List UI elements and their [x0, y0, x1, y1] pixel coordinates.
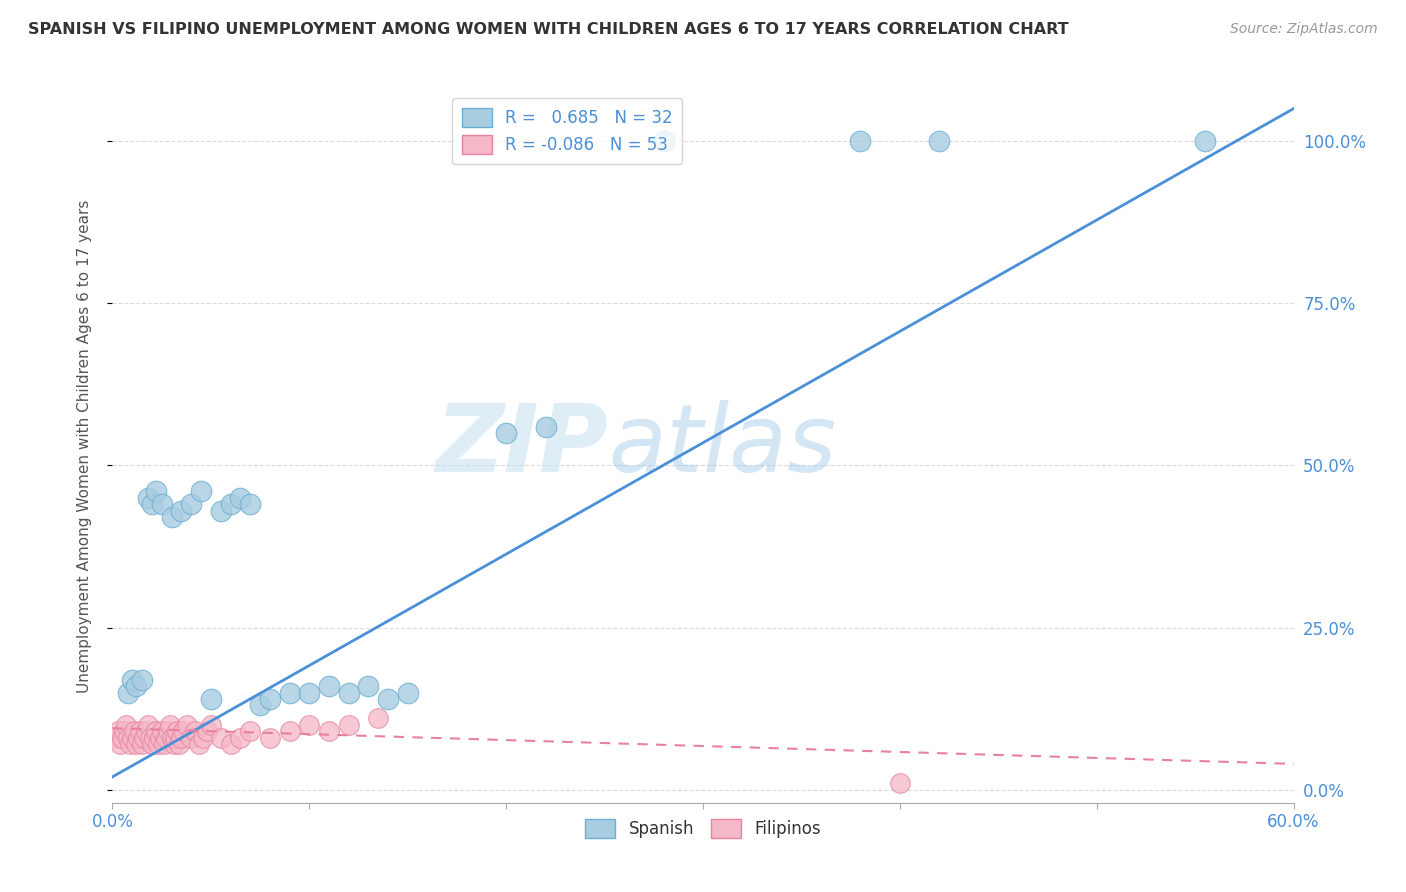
Point [132, 731, 155, 745]
Point [1194, 134, 1216, 148]
Text: Source: ZipAtlas.com: Source: ZipAtlas.com [1230, 22, 1378, 37]
Point [278, 685, 301, 699]
Point [298, 718, 321, 732]
Legend: Spanish, Filipinos: Spanish, Filipinos [579, 812, 827, 845]
Point [136, 491, 159, 505]
Point [239, 724, 262, 739]
Point [190, 484, 212, 499]
Point [180, 731, 202, 745]
Point [160, 731, 183, 745]
Point [150, 724, 173, 739]
Point [200, 718, 222, 732]
Point [112, 724, 135, 739]
Point [125, 679, 148, 693]
Point [357, 679, 380, 693]
Point [367, 711, 389, 725]
Point [150, 497, 173, 511]
Text: ZIP: ZIP [436, 400, 609, 492]
Point [129, 724, 152, 739]
Point [149, 731, 172, 745]
Point [849, 134, 872, 148]
Point [172, 724, 194, 739]
Point [889, 776, 911, 790]
Point [928, 134, 950, 148]
Text: atlas: atlas [609, 401, 837, 491]
Point [111, 731, 134, 745]
Point [318, 724, 340, 739]
Point [155, 731, 177, 745]
Point [229, 731, 252, 745]
Point [122, 724, 145, 739]
Point [652, 134, 675, 148]
Point [145, 724, 167, 739]
Point [337, 718, 360, 732]
Point [534, 419, 557, 434]
Point [209, 731, 232, 745]
Point [188, 738, 211, 752]
Point [239, 497, 262, 511]
Point [115, 718, 138, 732]
Point [170, 731, 193, 745]
Point [139, 731, 162, 745]
Point [396, 685, 419, 699]
Point [121, 731, 143, 745]
Point [110, 738, 132, 752]
Y-axis label: Unemployment Among Women with Children Ages 6 to 17 years: Unemployment Among Women with Children A… [77, 199, 91, 693]
Text: SPANISH VS FILIPINO UNEMPLOYMENT AMONG WOMEN WITH CHILDREN AGES 6 TO 17 YEARS CO: SPANISH VS FILIPINO UNEMPLOYMENT AMONG W… [28, 22, 1069, 37]
Point [145, 484, 167, 499]
Point [136, 718, 159, 732]
Point [165, 731, 187, 745]
Point [156, 724, 179, 739]
Point [184, 724, 207, 739]
Point [495, 425, 517, 440]
Point [152, 738, 174, 752]
Point [219, 738, 242, 752]
Point [337, 685, 360, 699]
Point [117, 731, 139, 745]
Point [131, 738, 153, 752]
Point [259, 692, 281, 706]
Point [298, 685, 321, 699]
Point [135, 724, 157, 739]
Point [219, 497, 242, 511]
Point [200, 692, 222, 706]
Point [105, 731, 128, 745]
Point [141, 497, 163, 511]
Point [117, 685, 139, 699]
Point [162, 738, 184, 752]
Point [107, 724, 129, 739]
Point [131, 673, 153, 687]
Point [169, 738, 191, 752]
Point [318, 679, 340, 693]
Point [121, 673, 143, 687]
Point [229, 491, 252, 505]
Point [278, 724, 301, 739]
Point [166, 724, 188, 739]
Point [125, 738, 148, 752]
Point [120, 738, 142, 752]
Point [160, 510, 183, 524]
Point [170, 504, 193, 518]
Point [377, 692, 399, 706]
Point [191, 731, 214, 745]
Point [209, 504, 232, 518]
Point [180, 497, 202, 511]
Point [249, 698, 271, 713]
Point [146, 738, 169, 752]
Point [195, 724, 218, 739]
Point [142, 731, 165, 745]
Point [159, 718, 181, 732]
Point [127, 731, 149, 745]
Point [141, 738, 163, 752]
Point [176, 718, 198, 732]
Point [259, 731, 281, 745]
